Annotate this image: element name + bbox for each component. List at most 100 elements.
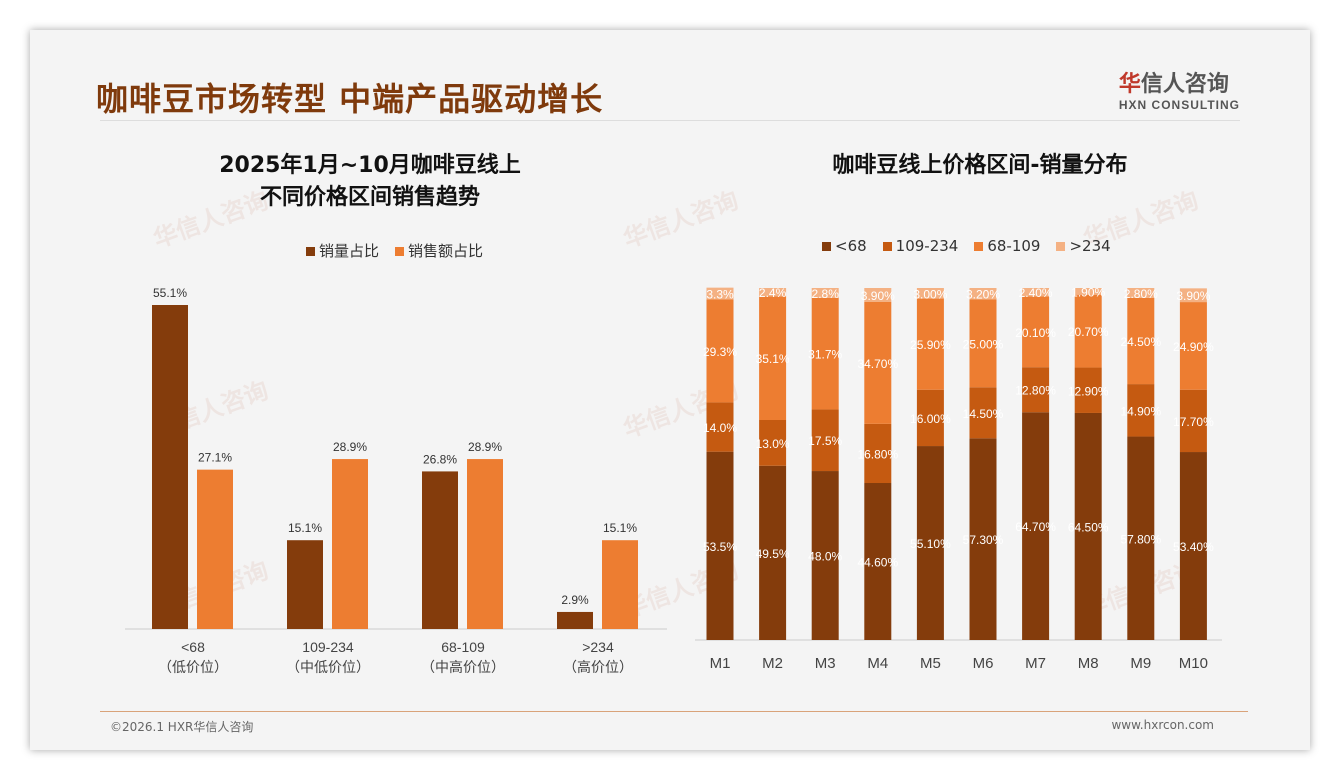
stacked-bar-segment — [1179, 288, 1207, 303]
data-label: 2.40% — [1019, 286, 1053, 300]
page-title: 咖啡豆市场转型 中端产品驱动增长 — [96, 80, 604, 118]
logo: 华信人咨询 HXN CONSULTING — [1118, 72, 1240, 112]
stacked-bar-segment — [916, 288, 944, 299]
data-label: 25.00% — [963, 337, 1004, 351]
data-label: 64.70% — [1015, 520, 1056, 534]
x-tick-label: <68 — [181, 639, 205, 655]
legend-item: 68-109 — [974, 237, 1040, 255]
data-label: 24.90% — [1173, 340, 1214, 354]
data-label: 17.5% — [808, 434, 842, 448]
data-label: 28.9% — [333, 440, 367, 454]
data-label: 44.60% — [857, 556, 898, 570]
data-label: 55.1% — [153, 286, 187, 300]
data-label: 31.7% — [808, 348, 842, 362]
data-label: 3.20% — [966, 288, 1000, 302]
stacked-bar-segment — [864, 301, 892, 424]
stacked-bar-segment — [759, 288, 787, 297]
stacked-bar-segment — [759, 296, 787, 420]
bar — [602, 540, 638, 629]
right-chart-title: 咖啡豆线上价格区间-销量分布 — [832, 153, 1128, 178]
data-label: 49.5% — [756, 547, 790, 561]
stacked-bar-segment — [1074, 412, 1102, 640]
data-label: 25.90% — [910, 338, 951, 352]
x-tick-label: 68-109 — [441, 639, 485, 655]
x-tick-sublabel: （低价位） — [158, 659, 228, 675]
x-tick-label: 109-234 — [302, 639, 354, 655]
bar — [557, 611, 593, 629]
stacked-bar-segment — [916, 389, 944, 447]
x-tick-label: M10 — [1179, 655, 1208, 672]
data-label: 12.80% — [1015, 384, 1056, 398]
website: www.hxrcon.com — [1111, 718, 1214, 732]
stacked-bar-segment — [916, 446, 944, 640]
stacked-bar-segment — [811, 409, 839, 472]
stacked-bar-segment — [811, 288, 839, 298]
x-tick-label: M2 — [762, 655, 783, 672]
right-legend: <68 109-234 68-109 >234 — [822, 237, 1111, 255]
bar — [152, 305, 188, 629]
data-label: 34.70% — [857, 357, 898, 371]
stacked-bar-segment — [1127, 288, 1155, 298]
data-label: 1.90% — [1071, 285, 1105, 299]
data-label: 57.30% — [963, 533, 1004, 547]
stacked-bar-segment — [1074, 294, 1102, 368]
data-label: 14.50% — [963, 407, 1004, 421]
stacked-bar-segment — [1127, 436, 1155, 640]
data-label: 13.0% — [756, 437, 790, 451]
x-tick-label: M6 — [973, 655, 994, 672]
stacked-bar-segment — [1022, 367, 1050, 413]
data-label: 53.40% — [1173, 540, 1214, 554]
x-tick-label: M8 — [1078, 655, 1099, 672]
data-label: 16.00% — [910, 412, 951, 426]
stacked-bar-segment — [706, 402, 734, 452]
left-chart-title: 2025年1月~10月咖啡豆线上 不同价格区间销售趋势 — [219, 153, 521, 210]
stacked-bar-segment — [864, 423, 892, 484]
data-label: 3.90% — [1176, 289, 1210, 303]
stacked-bar-segment — [1179, 452, 1207, 640]
data-label: 16.80% — [857, 447, 898, 461]
legend-item: 销售额占比 — [395, 240, 483, 261]
data-label: 28.9% — [468, 440, 502, 454]
bar — [332, 459, 368, 629]
data-label: 3.3% — [706, 287, 734, 301]
x-tick-label: M5 — [920, 655, 941, 672]
bar — [422, 471, 458, 629]
stacked-bar-segment — [1127, 384, 1155, 437]
legend-item: <68 — [822, 237, 867, 255]
stacked-bar-segment — [706, 287, 734, 300]
data-label: 2.4% — [759, 286, 787, 300]
data-label: 2.80% — [1124, 287, 1158, 301]
header-divider — [100, 120, 1240, 121]
stacked-bar-segment — [1179, 389, 1207, 453]
data-label: 3.90% — [861, 289, 895, 303]
data-label: 14.90% — [1120, 404, 1161, 418]
stacked-bar-segment — [1127, 297, 1155, 385]
data-label: 20.70% — [1068, 325, 1109, 339]
x-tick-sublabel: （中低价位） — [286, 659, 370, 675]
x-tick-label: M9 — [1130, 655, 1151, 672]
stacked-bar-segment — [1074, 367, 1102, 413]
x-tick-label: M7 — [1025, 655, 1046, 672]
data-label: 2.9% — [561, 593, 589, 607]
x-tick-label: M1 — [710, 655, 731, 672]
stacked-bar-segment — [1074, 288, 1102, 295]
legend-item: 销量占比 — [306, 240, 379, 261]
x-tick-label: M3 — [815, 655, 836, 672]
data-label: 17.70% — [1173, 415, 1214, 429]
bar — [197, 469, 233, 629]
data-label: 29.3% — [703, 345, 737, 359]
legend-item: 109-234 — [882, 237, 958, 255]
data-label: 15.1% — [603, 521, 637, 535]
stacked-bar-segment — [1022, 288, 1050, 297]
data-label: 12.90% — [1068, 384, 1109, 398]
stacked-bar-segment — [1022, 412, 1050, 640]
stacked-bar-segment — [1022, 296, 1050, 368]
stacked-bar-segment — [864, 288, 892, 302]
data-label: 26.8% — [423, 452, 457, 466]
data-label: 20.10% — [1015, 326, 1056, 340]
bar — [467, 459, 503, 629]
legend-item: >234 — [1056, 237, 1111, 255]
data-label: 24.50% — [1120, 335, 1161, 349]
stacked-bar-segment — [916, 298, 944, 390]
data-label: 14.0% — [703, 421, 737, 435]
